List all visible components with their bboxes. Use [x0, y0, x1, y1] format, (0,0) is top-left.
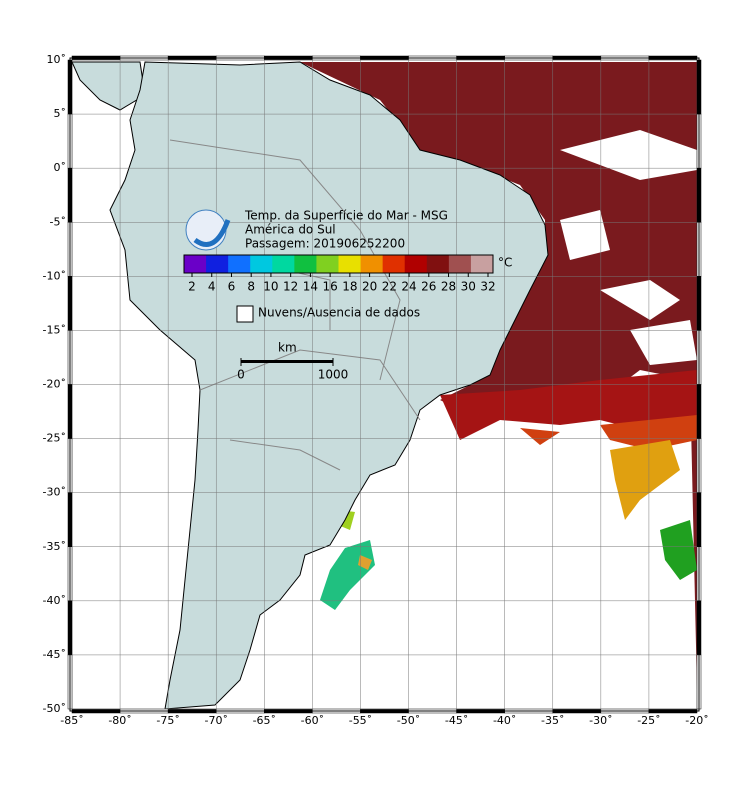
colorbar-tick-label: 28 [441, 280, 456, 294]
colorbar-cell [448, 255, 472, 273]
colorbar-cell [294, 255, 317, 273]
lon-tick-label: -25˚ [637, 714, 660, 727]
frame [69, 57, 700, 712]
colorbar-cell [206, 255, 229, 273]
lon-tick-label: -45˚ [445, 714, 468, 727]
legend-label: Nuvens/Ausencia de dados [258, 306, 420, 320]
colorbar-frame [183, 254, 494, 274]
lat-tick-label: 0˚ [54, 161, 67, 174]
subtitle: América do Sul [245, 223, 336, 237]
lon-tick-label: -65˚ [253, 714, 276, 727]
lat-tick-label: -50˚ [43, 702, 66, 715]
scale-tick-label: 0 [237, 368, 245, 382]
scale-tick-label: 1000 [318, 368, 349, 382]
pass: Passagem: 201906252200 [245, 237, 405, 251]
colorbar-tick-label: 26 [421, 280, 436, 294]
colorbar-cell [470, 255, 494, 273]
colorbar-cell [250, 255, 273, 273]
colorbar-tick-label: 18 [342, 280, 357, 294]
colorbar-tick-label: 14 [303, 280, 318, 294]
lat-tick-label: 5˚ [54, 107, 67, 120]
lat-tick-label: -20˚ [43, 378, 66, 391]
colorbar-tick-label: 16 [322, 280, 337, 294]
colorbar-cell [404, 255, 428, 273]
lon-tick-label: -80˚ [108, 714, 131, 727]
scale-unit: km [278, 341, 297, 355]
lat-tick-label: -30˚ [43, 486, 66, 499]
lon-tick-label: -50˚ [397, 714, 420, 727]
sst-field [300, 62, 697, 690]
lon-tick-label: -40˚ [493, 714, 516, 727]
lat-tick-label: -10˚ [43, 269, 66, 282]
lon-tick-label: -55˚ [349, 714, 372, 727]
lat-tick-label: -45˚ [43, 648, 66, 661]
colorbar-cell [426, 255, 450, 273]
legend-swatch [236, 305, 254, 323]
colorbar-tick-label: 8 [247, 280, 255, 294]
colorbar-tick-label: 2 [188, 280, 196, 294]
colorbar-cell [316, 255, 339, 273]
lat-tick-label: -35˚ [43, 540, 66, 553]
lon-tick-label: -35˚ [541, 714, 564, 727]
scale-bar [241, 360, 333, 363]
colorbar-tick-label: 6 [228, 280, 236, 294]
lat-tick-label: -25˚ [43, 432, 66, 445]
lat-tick-label: -40˚ [43, 594, 66, 607]
lon-tick-label: -20˚ [685, 714, 708, 727]
colorbar-tick-label: 30 [461, 280, 476, 294]
lon-tick-label: -60˚ [301, 714, 324, 727]
colorbar-tick-label: 4 [208, 280, 216, 294]
overlay: Temp. da Superfície do Mar - MSG América… [185, 209, 512, 363]
title: Temp. da Superfície do Mar - MSG [244, 209, 448, 223]
colorbar-cell [272, 255, 295, 273]
colorbar-cell [184, 255, 207, 273]
lon-tick-label: -75˚ [156, 714, 179, 727]
logo-arrow [193, 219, 231, 247]
colorbar-cell [382, 255, 406, 273]
colorbar-tick-label: 32 [480, 280, 495, 294]
lon-tick-label: -85˚ [60, 714, 83, 727]
colorbar-tick-label: 20 [362, 280, 377, 294]
lat-tick-label: 10˚ [47, 53, 67, 66]
colorbar-cell [228, 255, 251, 273]
colorbar-tick-label: 24 [401, 280, 416, 294]
lat-tick-label: -15˚ [43, 323, 66, 336]
colorbar-tick-label: 10 [263, 280, 278, 294]
colorbar-cell [338, 255, 362, 273]
lat-tick-label: -5˚ [50, 215, 66, 228]
colorbar-cell [360, 255, 384, 273]
colorbar-unit: °C [498, 256, 512, 270]
lon-tick-label: -30˚ [589, 714, 612, 727]
colorbar-tick-label: 22 [382, 280, 397, 294]
lon-tick-label: -70˚ [204, 714, 227, 727]
colorbar-tick-label: 12 [283, 280, 298, 294]
